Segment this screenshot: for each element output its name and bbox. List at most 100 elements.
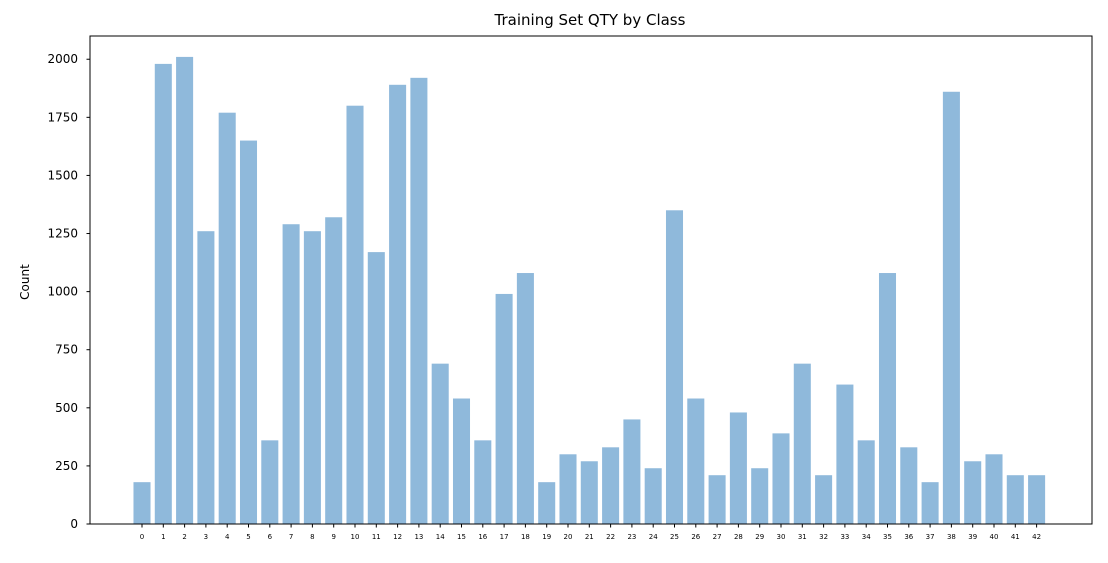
bar-class-19	[538, 482, 556, 524]
x-tick-label: 4	[225, 533, 230, 541]
x-tick-label: 15	[457, 533, 466, 541]
x-tick-label: 26	[691, 533, 700, 541]
x-tick-label: 37	[926, 533, 935, 541]
x-tick-label: 21	[585, 533, 594, 541]
x-tick-label: 22	[606, 533, 615, 541]
x-tick-label: 2	[182, 533, 186, 541]
bar-class-15	[452, 398, 471, 524]
bar-class-29	[751, 468, 769, 524]
bar-class-14	[431, 363, 449, 524]
bar-class-4	[218, 112, 236, 524]
x-tick-label: 36	[904, 533, 913, 541]
bar-class-35	[878, 273, 897, 524]
x-tick-label: 17	[500, 533, 509, 541]
y-tick-label: 750	[55, 343, 78, 357]
x-tick-label: 39	[968, 533, 977, 541]
bar-class-9	[325, 217, 343, 524]
bar-class-40	[985, 454, 1003, 524]
chart-title: Training Set QTY by Class	[494, 11, 686, 29]
bar-class-0	[133, 482, 151, 524]
x-tick-label: 0	[140, 533, 144, 541]
x-tick-label: 34	[862, 533, 871, 541]
bar-class-7	[282, 224, 300, 525]
bar-class-28	[729, 412, 747, 524]
bar-class-23	[623, 419, 641, 524]
bar-class-6	[261, 440, 279, 524]
x-ticks-group: 0 1 2 3 4 5 6 7 8 9 10 11 12 13 14 15 16 17 18 19 20 21 22 23 24…	[140, 524, 1041, 541]
x-tick-label: 41	[1011, 533, 1020, 541]
bar-class-32	[815, 475, 833, 524]
bar-class-41	[1006, 475, 1024, 524]
plot-frame	[89, 35, 1093, 525]
x-tick-label: 19	[542, 533, 551, 541]
x-tick-label: 23	[627, 533, 636, 541]
bar-class-36	[900, 447, 918, 524]
x-tick-label: 8	[310, 533, 314, 541]
x-tick-label: 7	[289, 533, 293, 541]
bar-class-30	[772, 433, 790, 524]
bars-group	[133, 56, 1046, 525]
bar-class-3	[197, 231, 215, 524]
x-tick-label: 29	[755, 533, 764, 541]
x-tick-label: 16	[478, 533, 487, 541]
y-axis-label: Count	[18, 264, 32, 300]
x-tick-label: 6	[268, 533, 273, 541]
x-tick-label: 32	[819, 533, 828, 541]
y-tick-label: 2000	[47, 52, 78, 66]
bar-class-18	[516, 273, 534, 524]
bar-class-27	[708, 475, 726, 524]
bar-class-31	[793, 363, 811, 524]
bar-class-5	[239, 140, 258, 524]
y-tick-label: 1750	[47, 110, 78, 124]
bar-class-16	[474, 440, 492, 524]
bar-class-42	[1028, 475, 1046, 524]
x-tick-label: 5	[246, 533, 250, 541]
bar-class-1	[154, 63, 172, 524]
x-tick-label: 13	[414, 533, 423, 541]
bar-class-37	[921, 482, 939, 524]
bar-class-26	[687, 398, 705, 524]
bar-class-24	[644, 468, 662, 524]
y-tick-label: 1000	[47, 285, 78, 299]
x-tick-label: 14	[436, 533, 445, 541]
x-tick-label: 12	[393, 533, 402, 541]
bar-class-13	[410, 77, 428, 524]
bar-class-10	[346, 105, 364, 525]
bar-class-34	[857, 440, 875, 524]
y-tick-label: 500	[55, 401, 78, 415]
bar-class-21	[580, 461, 598, 524]
x-tick-label: 25	[670, 533, 679, 541]
x-tick-label: 40	[990, 533, 999, 541]
bar-class-39	[964, 461, 982, 524]
y-tick-label: 0	[70, 517, 78, 531]
x-tick-label: 38	[947, 533, 956, 541]
x-tick-label: 30	[777, 533, 786, 541]
x-tick-label: 20	[564, 533, 573, 541]
bar-class-22	[602, 447, 620, 524]
x-tick-label: 27	[713, 533, 722, 541]
bar-class-25	[665, 210, 684, 525]
bar-class-38	[942, 91, 960, 525]
x-tick-label: 9	[331, 533, 335, 541]
bar-class-12	[389, 84, 407, 525]
x-tick-label: 11	[372, 533, 381, 541]
x-tick-label: 35	[883, 533, 892, 541]
x-tick-label: 31	[798, 533, 807, 541]
y-tick-label: 1250	[47, 227, 78, 241]
x-tick-label: 42	[1032, 533, 1041, 541]
bar-class-20	[559, 454, 577, 524]
x-tick-label: 18	[521, 533, 530, 541]
bar-class-8	[303, 231, 321, 524]
x-tick-label: 33	[840, 533, 849, 541]
x-tick-label: 3	[204, 533, 208, 541]
x-tick-label: 10	[351, 533, 360, 541]
y-ticks-group: 0 250 500 750 1000 1250 1500 1750 2000	[47, 52, 90, 531]
bar-class-11	[367, 252, 385, 525]
x-tick-label: 1	[161, 533, 165, 541]
x-tick-label: 24	[649, 533, 658, 541]
bar-class-2	[176, 56, 194, 524]
y-tick-label: 1500	[47, 168, 78, 182]
bar-class-17	[495, 293, 513, 524]
